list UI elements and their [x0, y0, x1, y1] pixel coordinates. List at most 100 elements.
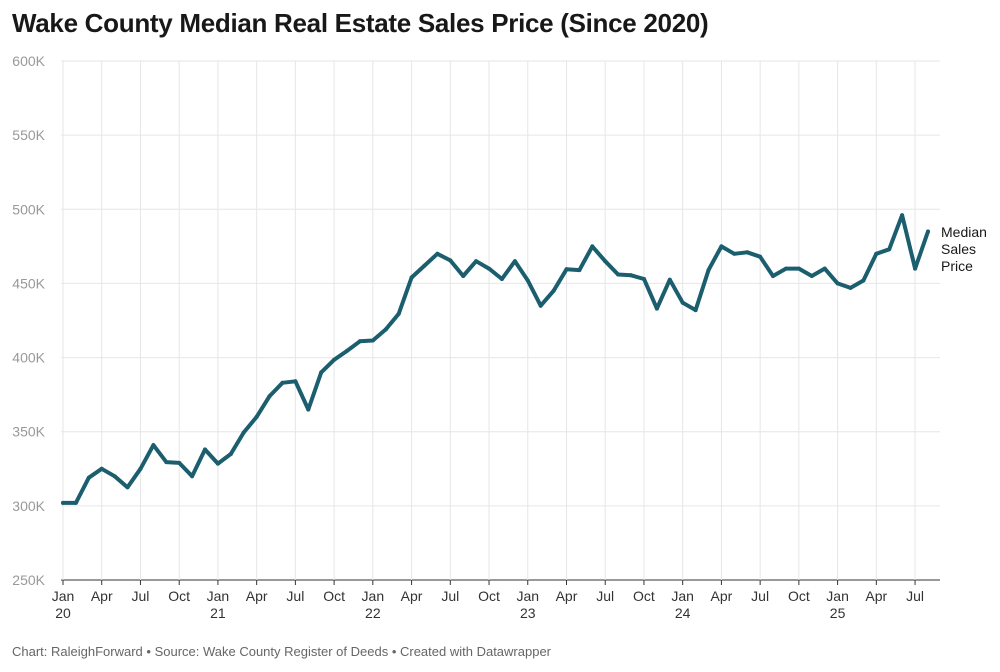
x-tick-year-label: 24 — [675, 605, 691, 621]
x-tick-label: Oct — [323, 588, 345, 604]
x-tick-label: Oct — [478, 588, 500, 604]
y-tick-label: 500K — [12, 201, 45, 217]
data-point — [732, 251, 737, 256]
x-tick-label: Jul — [441, 588, 459, 604]
data-point — [900, 213, 905, 218]
data-point — [435, 251, 440, 256]
data-point — [719, 244, 724, 249]
series-label: Median Sales Price — [941, 224, 997, 275]
x-tick-year-label: 23 — [520, 605, 536, 621]
data-point — [616, 272, 621, 277]
data-point — [822, 266, 827, 271]
y-axis: 250K 300K 350K 400K 450K 500K 550K 600K — [12, 53, 45, 588]
x-tick-year-label: 25 — [830, 605, 846, 621]
footer-separator: • — [142, 644, 155, 659]
data-point — [267, 394, 272, 399]
data-point — [177, 460, 182, 465]
data-point — [913, 266, 918, 271]
x-tick-label: Apr — [401, 588, 423, 604]
data-point — [487, 266, 491, 271]
x-tick-label: Jul — [751, 588, 769, 604]
data-point — [603, 259, 608, 264]
data-point — [228, 452, 233, 456]
data-point — [357, 339, 362, 344]
data-point — [629, 273, 633, 278]
x-tick-label: Apr — [865, 588, 887, 604]
data-point — [590, 244, 595, 249]
data-point — [706, 268, 711, 273]
series-label-line-3: Price — [941, 258, 973, 274]
data-point — [422, 263, 427, 268]
data-point — [577, 268, 582, 273]
footer-tool: Created with Datawrapper — [399, 644, 552, 659]
y-tick-label: 300K — [12, 498, 45, 514]
data-point — [448, 258, 453, 263]
chart-title: Wake County Median Real Estate Sales Pri… — [12, 8, 709, 38]
x-tick-label: Jan — [671, 588, 694, 604]
data-point — [784, 266, 788, 271]
data-point — [874, 251, 879, 256]
x-tick-label: Jul — [906, 588, 924, 604]
x-tick-label: Apr — [91, 588, 113, 604]
data-point — [241, 430, 246, 435]
data-point — [512, 259, 517, 264]
data-point — [525, 278, 530, 283]
data-point — [345, 348, 349, 353]
data-point — [848, 285, 853, 290]
y-tick-label: 400K — [12, 350, 45, 366]
data-point — [151, 443, 156, 448]
data-point — [499, 277, 504, 281]
data-point — [306, 407, 311, 412]
data-point — [190, 474, 195, 479]
data-point — [642, 277, 646, 281]
series-label-line-1: Median — [941, 224, 987, 240]
data-point — [474, 259, 479, 264]
footer-credit: Chart: RaleighForward — [12, 644, 143, 659]
x-tick-label: Apr — [711, 588, 733, 604]
x-tick-label: Oct — [633, 588, 655, 604]
data-point — [409, 275, 414, 280]
data-point — [861, 278, 866, 283]
x-tick-label: Jul — [132, 588, 150, 604]
data-point — [667, 277, 672, 282]
data-point — [138, 466, 143, 471]
data-point — [745, 250, 750, 255]
data-point — [680, 300, 685, 305]
y-tick-label: 550K — [12, 127, 45, 143]
data-point — [86, 475, 91, 480]
data-point — [926, 229, 930, 234]
data-point — [809, 274, 814, 278]
y-tick-label: 450K — [12, 275, 45, 291]
x-tick-label: Apr — [556, 588, 578, 604]
grid-lines — [61, 60, 940, 581]
chart-footer: Chart: RaleighForward • Source: Wake Cou… — [12, 644, 551, 659]
x-tick-label: Jan — [207, 588, 230, 604]
x-tick-year-label: 21 — [210, 605, 226, 621]
data-point — [332, 357, 337, 362]
x-tick-year-label: 22 — [365, 605, 381, 621]
x-tick-label: Jan — [362, 588, 385, 604]
series-layer — [61, 213, 930, 505]
y-tick-label: 350K — [12, 424, 45, 440]
x-tick-label: Oct — [168, 588, 190, 604]
footer-separator: • — [388, 644, 400, 659]
data-point — [164, 460, 169, 465]
data-point — [203, 447, 207, 452]
data-point — [564, 267, 569, 272]
data-point — [61, 500, 65, 505]
data-point — [887, 247, 892, 252]
data-point — [771, 274, 775, 278]
x-tick-year-label: 20 — [55, 605, 71, 621]
data-point — [758, 254, 763, 259]
x-tick-label: Apr — [246, 588, 268, 604]
data-point — [293, 379, 298, 384]
data-point — [383, 327, 388, 332]
x-tick-label: Jan — [52, 588, 75, 604]
y-tick-label: 600K — [12, 53, 45, 69]
data-point — [112, 474, 117, 479]
x-tick-label: Jul — [596, 588, 614, 604]
data-point — [654, 306, 659, 311]
x-tick-label: Oct — [788, 588, 810, 604]
